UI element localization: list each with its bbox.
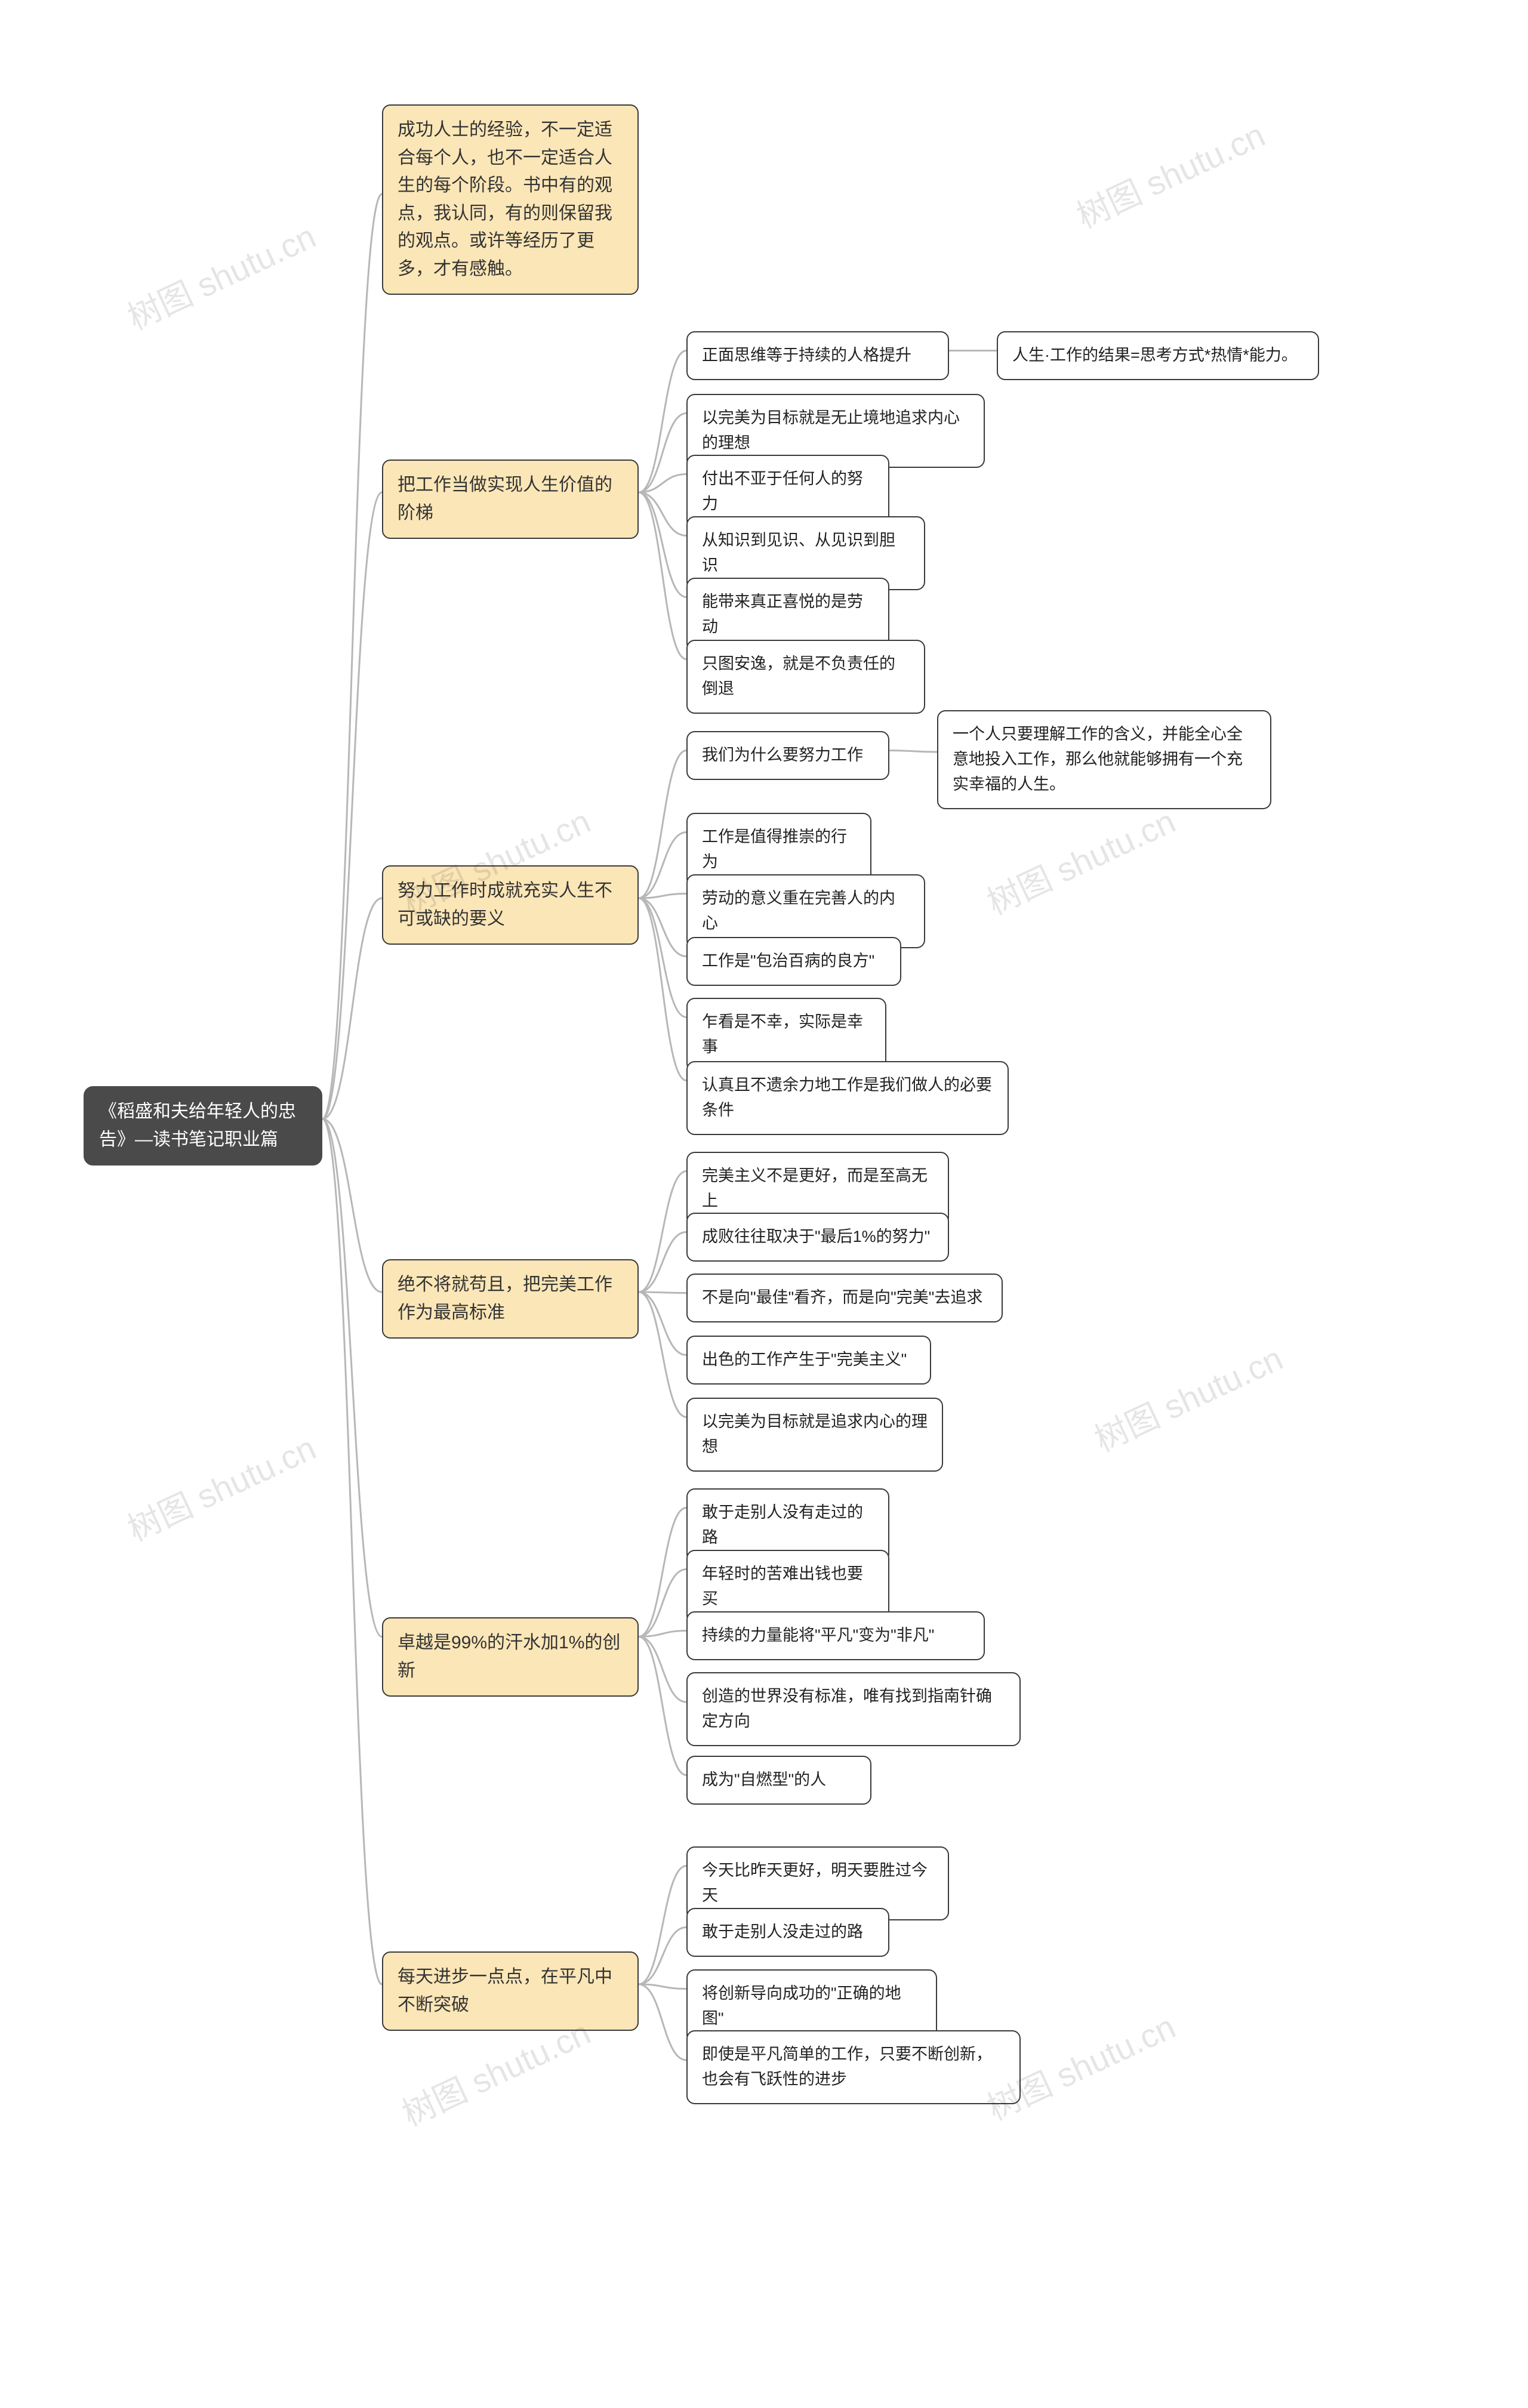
mindmap-branch[interactable]: 每天进步一点点，在平凡中不断突破 [382, 1951, 639, 2031]
mindmap-branch[interactable]: 成功人士的经验，不一定适合每个人，也不一定适合人生的每个阶段。书中有的观点，我认… [382, 104, 639, 295]
mindmap-branch[interactable]: 卓越是99%的汗水加1%的创新 [382, 1617, 639, 1697]
watermark: 树图 shutu.cn [119, 1422, 323, 1551]
mindmap-leaf[interactable]: 工作是"包治百病的良方" [686, 937, 901, 986]
watermark: 树图 shutu.cn [1086, 1332, 1290, 1462]
mindmap-leaf[interactable]: 正面思维等于持续的人格提升 [686, 331, 949, 380]
mindmap-branch[interactable]: 努力工作时成就充实人生不可或缺的要义 [382, 865, 639, 945]
watermark: 树图 shutu.cn [119, 210, 323, 340]
mindmap-leaf[interactable]: 以完美为目标就是追求内心的理想 [686, 1398, 943, 1472]
mindmap-leaf[interactable]: 即使是平凡简单的工作，只要不断创新，也会有飞跃性的进步 [686, 2030, 1021, 2104]
mindmap-branch[interactable]: 把工作当做实现人生价值的阶梯 [382, 460, 639, 539]
watermark: 树图 shutu.cn [978, 795, 1182, 924]
mindmap-leaf[interactable]: 敢于走别人没走过的路 [686, 1908, 889, 1957]
mindmap-root[interactable]: 《稻盛和夫给年轻人的忠告》—读书笔记职业篇 [84, 1086, 322, 1166]
mindmap-leaf[interactable]: 持续的力量能将"平凡"变为"非凡" [686, 1611, 985, 1660]
mindmap-leaf[interactable]: 不是向"最佳"看齐，而是向"完美"去追求 [686, 1274, 1003, 1322]
mindmap-leaf[interactable]: 人生·工作的结果=思考方式*热情*能力。 [997, 331, 1319, 380]
mindmap-leaf[interactable]: 成为"自燃型"的人 [686, 1756, 871, 1805]
mindmap-branch[interactable]: 绝不将就苟且，把完美工作作为最高标准 [382, 1259, 639, 1339]
mindmap-leaf[interactable]: 成败往往取决于"最后1%的努力" [686, 1213, 949, 1262]
mindmap-leaf[interactable]: 认真且不遗余力地工作是我们做人的必要条件 [686, 1061, 1009, 1135]
mindmap-leaf[interactable]: 只图安逸，就是不负责任的倒退 [686, 640, 925, 714]
mindmap-leaf[interactable]: 一个人只要理解工作的含义，并能全心全意地投入工作，那么他就能够拥有一个充实幸福的… [937, 710, 1271, 809]
mindmap-leaf[interactable]: 创造的世界没有标准，唯有找到指南针确定方向 [686, 1672, 1021, 1746]
mindmap-leaf[interactable]: 出色的工作产生于"完美主义" [686, 1336, 931, 1385]
watermark: 树图 shutu.cn [1068, 109, 1272, 238]
mindmap-leaf[interactable]: 我们为什么要努力工作 [686, 731, 889, 780]
